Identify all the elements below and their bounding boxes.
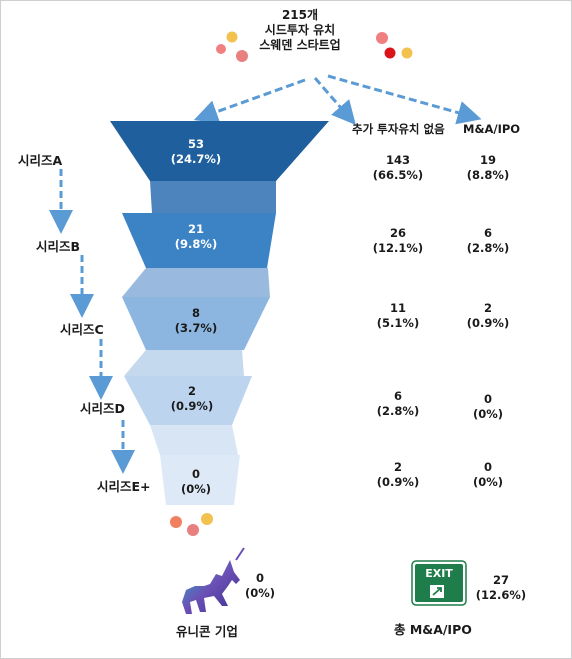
diagram-title: 215개 시드투자 유치 스웨덴 스타트업 xyxy=(230,8,370,53)
column-header-no-more-investment: 추가 투자유치 없음 xyxy=(352,122,445,136)
value-pct: (5.1%) xyxy=(376,316,420,330)
funnel-pct: (0.9%) xyxy=(170,399,214,413)
title-line-1: 215개 xyxy=(281,8,319,22)
funnel-value-series-b: 21 (9.8%) xyxy=(146,222,246,252)
exit-series-a: 19 (8.8%) xyxy=(460,153,516,183)
funnel-count: 2 xyxy=(187,384,196,398)
value-pct: (0%) xyxy=(472,475,504,489)
funnel-connector-3 xyxy=(124,350,244,376)
exit-sign-icon xyxy=(411,560,467,606)
exit-sign-text: EXIT xyxy=(425,567,453,580)
funnel-pct: (9.8%) xyxy=(174,237,218,251)
stage-label-series-e: 시리즈E+ xyxy=(97,479,151,494)
stage-label-series-b: 시리즈B xyxy=(36,239,81,254)
total-exit-value: 27 (12.6%) xyxy=(474,573,528,603)
value-count: 6 xyxy=(393,389,402,403)
value-count: 0 xyxy=(483,392,492,406)
value-pct: (12.6%) xyxy=(475,588,527,602)
stage-label-series-d: 시리즈D xyxy=(80,401,125,416)
value-count: 0 xyxy=(255,571,264,585)
value-pct: (2.8%) xyxy=(376,404,420,418)
value-pct: (12.1%) xyxy=(372,241,424,255)
dots-top-right xyxy=(376,32,413,59)
title-arrows xyxy=(193,74,482,126)
title-line-2: 시드투자 유치 xyxy=(264,23,336,37)
funnel-pct: (24.7%) xyxy=(170,152,222,166)
dots-bottom xyxy=(170,513,213,536)
funnel-pct: (0%) xyxy=(180,482,212,496)
funnel-count: 0 xyxy=(191,467,200,481)
title-line-3: 스웨덴 스타트업 xyxy=(259,38,341,52)
funnel-count: 21 xyxy=(187,222,204,236)
value-count: 26 xyxy=(389,226,406,240)
stage-arrows xyxy=(49,169,135,474)
value-pct: (2.8%) xyxy=(466,241,510,255)
funnel-value-series-e: 0 (0%) xyxy=(146,467,246,497)
total-exit-label: 총 M&A/IPO xyxy=(394,622,472,637)
funnel-pct: (3.7%) xyxy=(174,321,218,335)
value-pct: (0%) xyxy=(244,586,276,600)
no-more-series-b: 26 (12.1%) xyxy=(368,226,428,256)
value-count: 27 xyxy=(492,573,509,587)
value-count: 0 xyxy=(483,460,492,474)
value-count: 2 xyxy=(393,460,402,474)
value-count: 6 xyxy=(483,226,492,240)
funnel-count: 8 xyxy=(191,306,200,320)
column-header-mna-ipo: M&A/IPO xyxy=(463,122,521,136)
no-more-series-d: 6 (2.8%) xyxy=(368,389,428,419)
funnel-tier-series-d xyxy=(124,376,252,425)
funnel-tier-series-e xyxy=(160,455,240,505)
unicorn-label: 유니콘 기업 xyxy=(176,624,238,639)
value-count: 11 xyxy=(389,301,406,315)
no-more-series-a: 143 (66.5%) xyxy=(368,153,428,183)
unicorn-icon xyxy=(182,547,245,614)
no-more-series-c: 11 (5.1%) xyxy=(368,301,428,331)
funnel-value-series-d: 2 (0.9%) xyxy=(142,384,242,414)
value-count: 2 xyxy=(483,301,492,315)
no-more-series-e: 2 (0.9%) xyxy=(368,460,428,490)
funnel-connector-1 xyxy=(150,181,276,213)
dots-top-left xyxy=(216,31,248,62)
funnel-value-series-a: 53 (24.7%) xyxy=(146,137,246,167)
funnel-connector-2 xyxy=(122,268,270,297)
value-pct: (8.8%) xyxy=(466,168,510,182)
stage-label-series-c: 시리즈C xyxy=(60,322,104,337)
exit-series-e: 0 (0%) xyxy=(460,460,516,490)
value-pct: (0.9%) xyxy=(376,475,420,489)
funnel-count: 53 xyxy=(187,137,204,151)
funnel-tier-series-b xyxy=(122,213,276,268)
funnel-tier-series-a xyxy=(110,121,329,181)
funnel-connector-4 xyxy=(150,425,238,455)
funnel-tier-series-c xyxy=(122,297,270,350)
exit-series-d: 0 (0%) xyxy=(460,392,516,422)
value-count: 143 xyxy=(385,153,410,167)
value-pct: (0%) xyxy=(472,407,504,421)
value-count: 19 xyxy=(479,153,496,167)
exit-series-c: 2 (0.9%) xyxy=(460,301,516,331)
value-pct: (0.9%) xyxy=(466,316,510,330)
unicorn-value: 0 (0%) xyxy=(240,571,280,601)
stage-label-series-a: 시리즈A xyxy=(18,153,63,168)
value-pct: (66.5%) xyxy=(372,168,424,182)
exit-series-b: 6 (2.8%) xyxy=(460,226,516,256)
funnel-value-series-c: 8 (3.7%) xyxy=(146,306,246,336)
